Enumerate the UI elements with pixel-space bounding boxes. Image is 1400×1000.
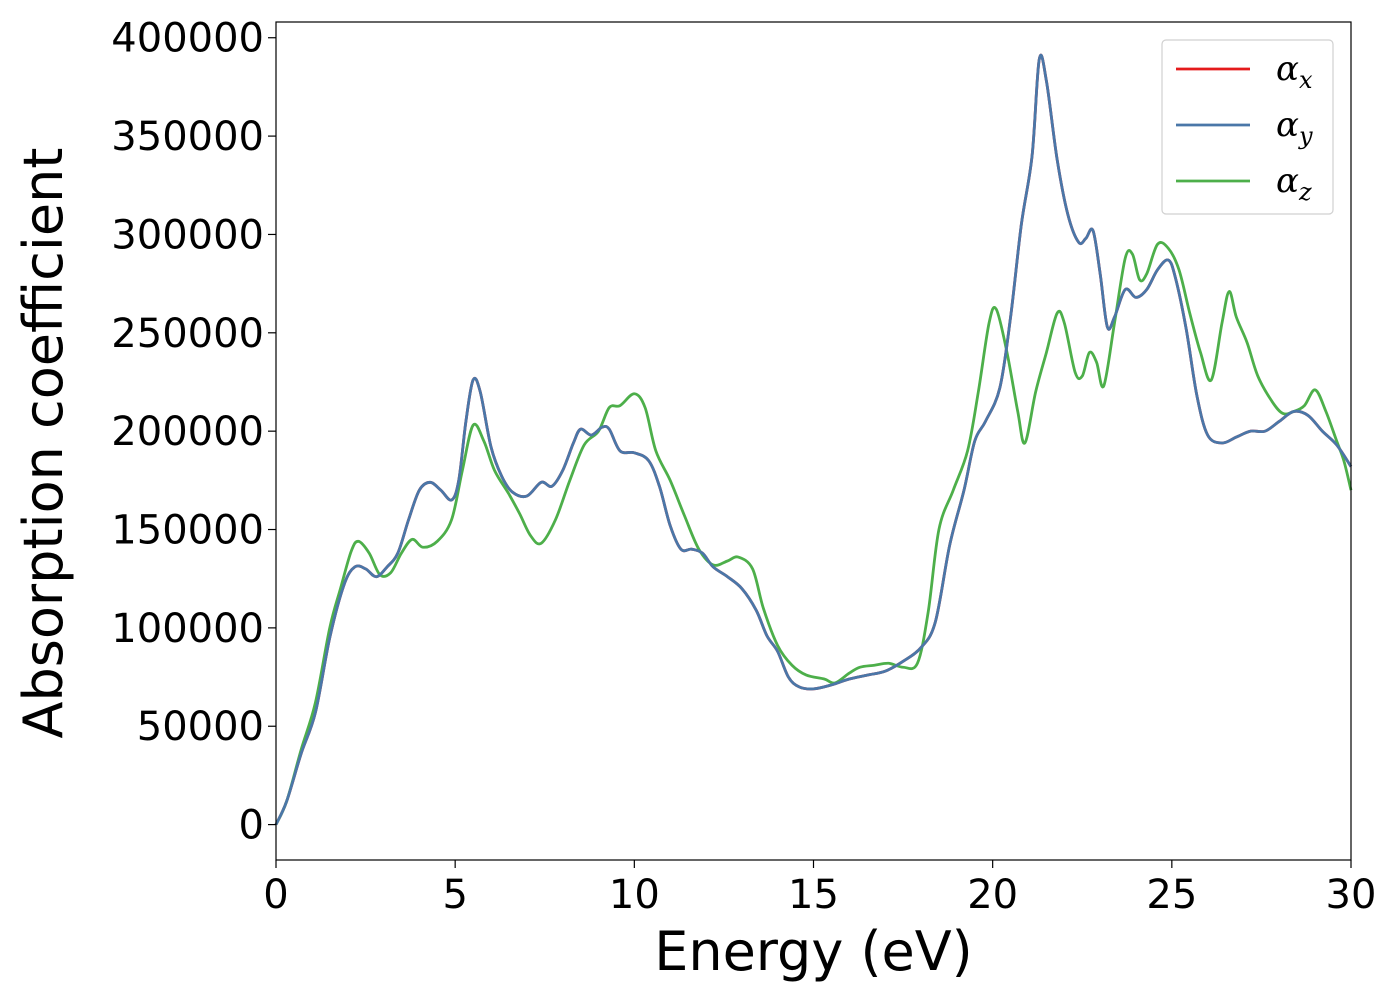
x-tick-label: 5	[442, 872, 467, 918]
legend: αx αy αz	[1161, 39, 1334, 215]
legend-label-alpha-x: αx	[1276, 49, 1313, 94]
y-tick-label: 350000	[111, 114, 264, 160]
y-axis-ticks: 0 50000 100000 150000 200000 250000 300000 3500…	[111, 16, 276, 849]
y-tick-label: 300000	[111, 212, 264, 258]
y-tick-label: 50000	[137, 704, 264, 750]
legend-items: αx αy αz	[1176, 49, 1313, 206]
y-tick-label: 400000	[111, 16, 264, 62]
legend-label-alpha-z: αz	[1276, 161, 1312, 206]
legend-label-alpha-y: αy	[1276, 105, 1313, 150]
series-line-alpha-y	[274, 53, 1353, 826]
x-tick-label: 20	[967, 872, 1018, 918]
series-line-alpha-z	[274, 241, 1353, 826]
x-tick-label: 25	[1146, 872, 1197, 918]
x-tick-label: 30	[1326, 872, 1377, 918]
y-axis-label: Absorption coefficient	[12, 148, 75, 739]
y-tick-label: 100000	[111, 606, 264, 652]
y-tick-label: 0	[239, 803, 264, 849]
x-axis-ticks: 0 5 10 15 20 25 30	[263, 860, 1376, 918]
x-axis-label: Energy (eV)	[654, 920, 973, 983]
series-group	[274, 53, 1353, 826]
x-tick-label: 10	[609, 872, 660, 918]
legend-box	[1161, 39, 1334, 215]
y-tick-label: 150000	[111, 508, 264, 554]
x-tick-label: 0	[263, 872, 288, 918]
x-tick-label: 15	[788, 872, 839, 918]
y-tick-label: 250000	[111, 311, 264, 357]
y-tick-label: 200000	[111, 409, 264, 455]
